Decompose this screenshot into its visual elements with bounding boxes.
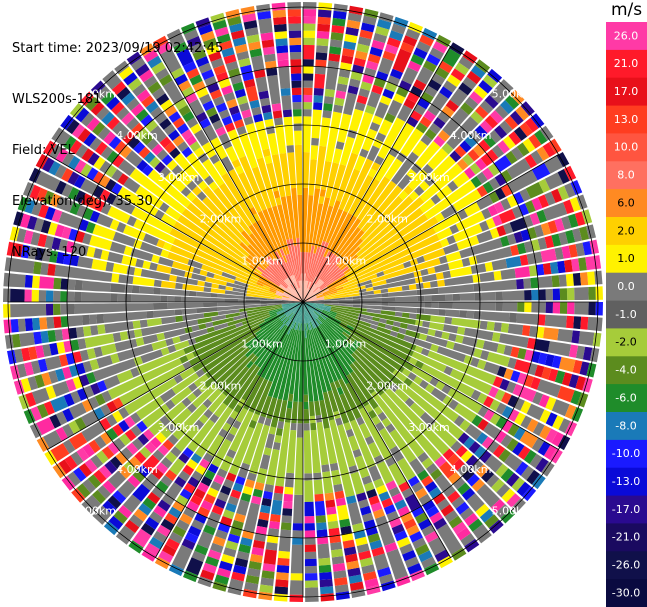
velocity-bin-group <box>67 279 518 326</box>
colorbar-tick-label: 0.0 <box>617 280 635 293</box>
colorbar-tick-label: -13.0 <box>612 475 640 488</box>
range-label: 5.00km <box>492 87 534 100</box>
range-label: 5.00km <box>74 505 116 518</box>
azimuth-spoke <box>155 301 304 558</box>
colorbar-segment <box>606 161 647 190</box>
range-label: 3.00km <box>158 421 200 434</box>
elevation-label: Elevation(deg): 35.30 <box>12 194 153 209</box>
range-label: 2.00km <box>366 379 408 392</box>
range-label: 2.00km <box>200 379 242 392</box>
colorbar-tick-label: -10.0 <box>612 447 640 460</box>
colorbar-segment <box>606 356 647 385</box>
colorbar-tick-label: -8.0 <box>615 419 636 432</box>
colorbar-tick-label: 6.0 <box>617 196 635 209</box>
colorbar-tick-label: -6.0 <box>615 391 636 404</box>
range-label: 1.00km <box>325 338 367 351</box>
velocity-bin-group <box>274 273 329 302</box>
range-label: 2.00km <box>200 213 242 226</box>
colorbar-segment <box>606 579 647 607</box>
colorbar-segment <box>606 551 647 580</box>
colorbar-tick-label: -17.0 <box>612 503 640 516</box>
colorbar-segment <box>606 384 647 413</box>
colorbar-tick-label: 21.0 <box>614 57 639 70</box>
colorbar-segment <box>606 133 647 162</box>
colorbar-segment <box>606 523 647 552</box>
colorbar-tick-label: -26.0 <box>612 559 640 572</box>
range-label: 3.00km <box>158 171 200 184</box>
range-label: 4.00km <box>450 463 492 476</box>
colorbar-tick-label: 1.0 <box>617 252 635 265</box>
colorbar-segment <box>606 77 647 107</box>
colorbar-tick-label: 2.0 <box>617 224 635 237</box>
velocity-bin-group <box>276 302 332 338</box>
range-label: 4.00km <box>450 129 492 142</box>
field-label: Field: VEL <box>12 143 75 158</box>
colorbar-unit: m/s <box>611 0 643 20</box>
info-block: Start time: 2023/09/19 02:42:45 WLS200s-… <box>12 6 223 278</box>
colorbar-tick-label: 10.0 <box>614 141 639 154</box>
range-labels: 1.00km 1.00km 1.00km 1.00km 2.00km 2.00km 2.00… <box>74 87 533 517</box>
velocity-bin-group <box>6 16 589 603</box>
colorbar-segment <box>606 189 647 218</box>
azimuth-spoke <box>47 301 304 450</box>
azimuth-spokes <box>8 7 598 597</box>
colorbar-tick-label: -1.0 <box>615 308 636 321</box>
colorbar-segment <box>606 300 647 329</box>
range-label: 5.00km <box>74 87 116 100</box>
velocity-bin-group <box>256 237 349 293</box>
colorbar-segment <box>606 495 647 524</box>
range-label: 1.00km <box>325 254 367 267</box>
instrument-label: WLS200s-181 <box>12 92 102 107</box>
azimuth-spoke <box>302 46 451 303</box>
azimuth-spoke <box>302 301 559 450</box>
velocity-bin-group <box>156 144 446 300</box>
colorbar-segment <box>606 467 647 497</box>
start-time-label: Start time: 2023/09/19 02:42:45 <box>12 41 224 56</box>
range-label: 1.00km <box>241 254 283 267</box>
range-label: 3.00km <box>408 171 450 184</box>
colorbar-tick-label: 26.0 <box>614 29 639 42</box>
colorbar-segment <box>606 328 647 357</box>
nrays-label: NRays: 120 <box>12 245 87 260</box>
range-label: 4.00km <box>116 463 158 476</box>
range-label: 2.00km <box>366 213 408 226</box>
azimuth-spoke <box>155 46 304 303</box>
colorbar-segment <box>606 217 647 246</box>
azimuth-spoke <box>47 154 304 303</box>
colorbar-segment <box>606 412 647 441</box>
colorbar: 26.0 21.0 17.0 13.0 10.0 8.0 6.0 2.0 1.0 0.0 -1.0 -… <box>606 22 647 607</box>
colorbar-tick-label: 8.0 <box>617 169 635 182</box>
azimuth-spoke <box>302 301 451 558</box>
colorbar-segment <box>606 105 647 134</box>
range-label: 1.00km <box>241 338 283 351</box>
colorbar-tick-label: -21.0 <box>612 531 640 544</box>
colorbar-tick-label: -2.0 <box>615 336 636 349</box>
range-label: 3.00km <box>408 421 450 434</box>
colorbar-tick-label: -30.0 <box>612 586 640 599</box>
range-label: 5.00km <box>492 505 534 518</box>
velocity-bin-group <box>10 13 602 596</box>
colorbar-segment <box>606 22 647 51</box>
colorbar-tick-label: -4.0 <box>615 364 636 377</box>
colorbar-segment <box>606 49 647 79</box>
colorbar-segment <box>606 272 647 302</box>
azimuth-spoke <box>302 154 559 303</box>
colorbar-tick-label: 17.0 <box>614 85 639 98</box>
range-label: 4.00km <box>116 129 158 142</box>
colorbar-tick-label: 13.0 <box>614 113 639 126</box>
colorbar-segment <box>606 244 647 274</box>
colorbar-segment <box>606 439 647 469</box>
